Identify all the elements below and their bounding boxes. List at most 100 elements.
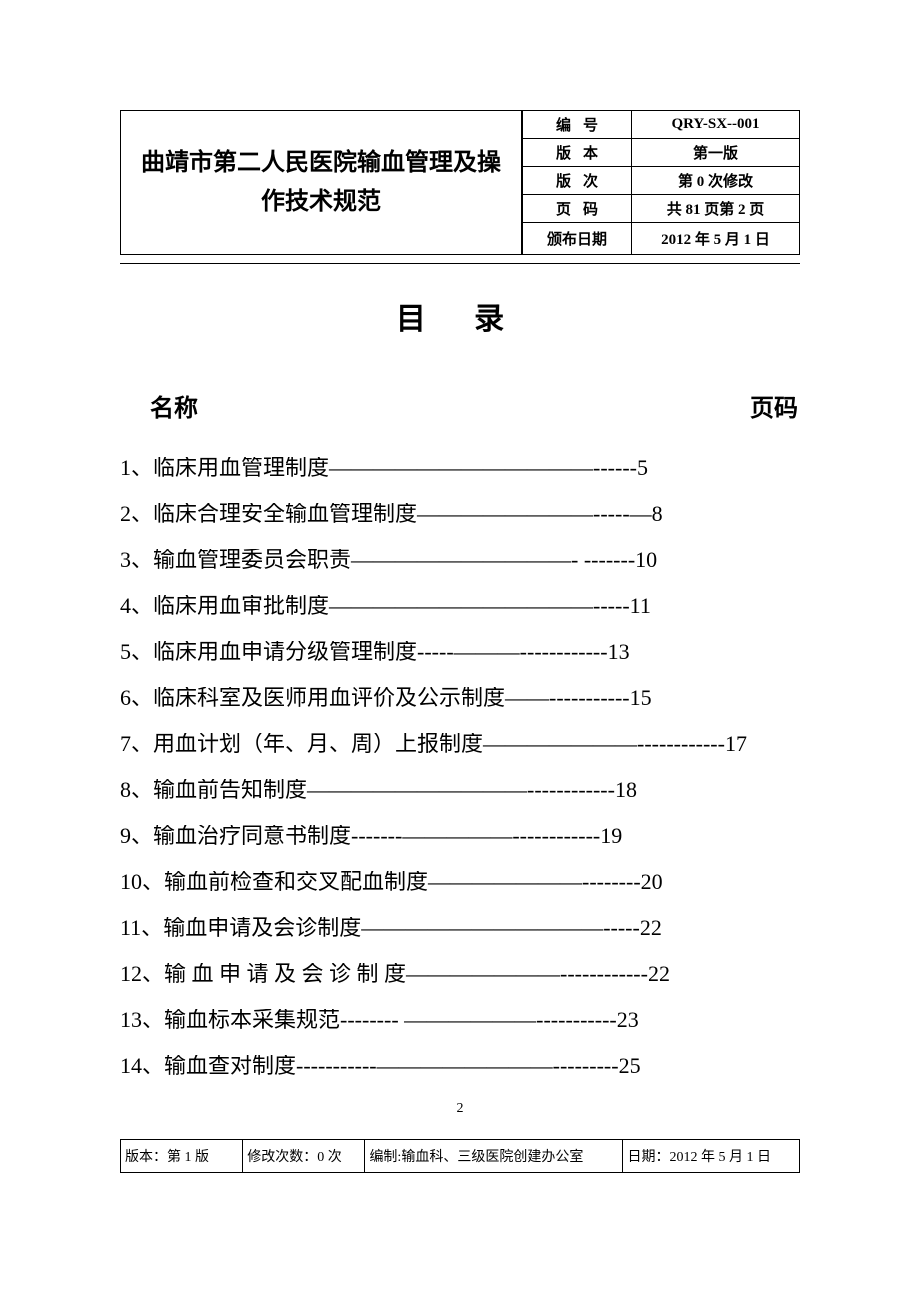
toc-item-number: 3、 bbox=[120, 549, 153, 571]
toc-item-title: 输 血 申 请 及 会 诊 制 度 bbox=[164, 963, 406, 985]
toc-item-title: 输血治疗同意书制度 bbox=[153, 825, 351, 847]
toc-row: 2、临床合理安全输血管理制度————————-----—8 bbox=[120, 503, 800, 525]
toc-item-leader: -----------————————--------- bbox=[296, 1055, 619, 1077]
toc-item-number: 6、 bbox=[120, 687, 153, 709]
toc-item-leader: -------- ——————----------- bbox=[340, 1009, 617, 1031]
toc-item-leader: ———————------------ bbox=[483, 733, 725, 755]
toc-row: 11、输血申请及会诊制度———————————-----22 bbox=[120, 917, 800, 939]
header-title-cell: 曲靖市第二人民医院输血管理及操作技术规范 bbox=[120, 110, 522, 255]
toc-item-page: 18 bbox=[615, 779, 637, 801]
toc-item-page: 10 bbox=[635, 549, 657, 571]
toc-item-leader: ———————-------- bbox=[428, 871, 641, 893]
header-meta-table: 编号 QRY-SX--001 版本 第一版 版次 第 0 次修改 页码 共 81… bbox=[522, 110, 800, 255]
footer-cell-date: 日期：2012 年 5 月 1 日 bbox=[623, 1140, 800, 1173]
toc-row: 14、输血查对制度-----------————————---------25 bbox=[120, 1055, 800, 1077]
toc-item-leader: ——----------- bbox=[505, 687, 630, 709]
toc-item-page: 13 bbox=[608, 641, 630, 663]
toc-row: 4、临床用血审批制度————————————-----11 bbox=[120, 595, 800, 617]
meta-label: 版次 bbox=[523, 167, 632, 195]
toc-row: 7、用血计划（年、月、周）上报制度———————------------17 bbox=[120, 733, 800, 755]
meta-label: 版本 bbox=[523, 139, 632, 167]
meta-value: 第 0 次修改 bbox=[632, 167, 800, 195]
toc-item-title: 输血管理委员会职责 bbox=[153, 549, 351, 571]
meta-value: 2012 年 5 月 1 日 bbox=[632, 223, 800, 255]
toc-item-number: 9、 bbox=[120, 825, 153, 847]
toc-row: 1、临床用血管理制度————————————------5 bbox=[120, 457, 800, 479]
meta-label: 页码 bbox=[523, 195, 632, 223]
toc-item-title: 临床科室及医师用血评价及公示制度 bbox=[153, 687, 505, 709]
toc-title: 目 录 bbox=[120, 294, 800, 338]
meta-value: 共 81 页第 2 页 bbox=[632, 195, 800, 223]
toc-item-page: 25 bbox=[619, 1055, 641, 1077]
meta-value: 第一版 bbox=[632, 139, 800, 167]
toc-item-number: 5、 bbox=[120, 641, 153, 663]
toc-item-title: 临床用血申请分级管理制度 bbox=[153, 641, 417, 663]
toc-item-leader: ——————————- ------- bbox=[351, 549, 635, 571]
toc-row: 6、临床科室及医师用血评价及公示制度——-----------15 bbox=[120, 687, 800, 709]
table-row: 页码 共 81 页第 2 页 bbox=[523, 195, 800, 223]
toc-header-row: 名称 页码 bbox=[120, 388, 800, 433]
toc-row: 12、输 血 申 请 及 会 诊 制 度———————------------2… bbox=[120, 963, 800, 985]
toc-item-page: 15 bbox=[630, 687, 652, 709]
toc-item-leader: ———————————----- bbox=[361, 917, 640, 939]
table-row: 编号 QRY-SX--001 bbox=[523, 111, 800, 139]
toc-item-leader: ————————————------ bbox=[329, 457, 637, 479]
meta-label: 编号 bbox=[523, 111, 632, 139]
toc-item-page: 22 bbox=[640, 917, 662, 939]
footer-cell-author: 编制:输血科、三级医院创建办公室 bbox=[365, 1140, 623, 1173]
toc-item-number: 8、 bbox=[120, 779, 153, 801]
toc-item-number: 10、 bbox=[120, 871, 164, 893]
toc-item-leader: ———————------------ bbox=[406, 963, 648, 985]
table-row: 版本 第一版 bbox=[523, 139, 800, 167]
toc-item-number: 14、 bbox=[120, 1055, 164, 1077]
toc-row: 3、输血管理委员会职责——————————- -------10 bbox=[120, 549, 800, 571]
toc-item-page: 22 bbox=[648, 963, 670, 985]
toc-item-title: 用血计划（年、月、周）上报制度 bbox=[153, 733, 483, 755]
toc-row: 10、输血前检查和交叉配血制度———————-------- 20 bbox=[120, 871, 800, 893]
toc-item-page: 20 bbox=[641, 871, 663, 893]
toc-item-leader: -----———------------ bbox=[417, 641, 608, 663]
toc-list: 1、临床用血管理制度————————————------5 2、临床合理安全输血管… bbox=[120, 457, 800, 1077]
toc-item-title: 输血标本采集规范 bbox=[164, 1009, 340, 1031]
header-title: 曲靖市第二人民医院输血管理及操作技术规范 bbox=[141, 144, 501, 221]
toc-item-number: 11、 bbox=[120, 917, 163, 939]
footer-cell-version: 版本：第 1 版 bbox=[121, 1140, 243, 1173]
toc-item-number: 12、 bbox=[120, 963, 164, 985]
toc-item-title: 临床合理安全输血管理制度 bbox=[153, 503, 417, 525]
toc-item-page: 8 bbox=[652, 503, 663, 525]
toc-item-page: 19 bbox=[600, 825, 622, 847]
toc-row: 8、输血前告知制度 ——————————------------18 bbox=[120, 779, 800, 801]
toc-item-leader: -------—————------------ bbox=[351, 825, 600, 847]
toc-row: 5、临床用血申请分级管理制度-----———------------13 bbox=[120, 641, 800, 663]
table-row: 版本：第 1 版 修改次数：0 次 编制:输血科、三级医院创建办公室 日期：20… bbox=[121, 1140, 800, 1173]
toc-row: 13、输血标本采集规范-------- ——————-----------23 bbox=[120, 1009, 800, 1031]
table-row: 颁布日期 2012 年 5 月 1 日 bbox=[523, 223, 800, 255]
toc-item-title: 输血前检查和交叉配血制度 bbox=[164, 871, 428, 893]
toc-item-number: 4、 bbox=[120, 595, 153, 617]
toc-item-title: 输血查对制度 bbox=[164, 1055, 296, 1077]
meta-label: 颁布日期 bbox=[523, 223, 632, 255]
toc-item-page: 11 bbox=[630, 595, 651, 617]
document-header: 曲靖市第二人民医院输血管理及操作技术规范 编号 QRY-SX--001 版本 第… bbox=[120, 110, 800, 264]
table-row: 版次 第 0 次修改 bbox=[523, 167, 800, 195]
toc-item-title: 临床用血审批制度 bbox=[153, 595, 329, 617]
toc-item-page: 17 bbox=[725, 733, 747, 755]
toc-row: 9、输血治疗同意书制度-------—————------------19 bbox=[120, 825, 800, 847]
toc-col-name: 名称 bbox=[150, 388, 198, 423]
footer-table: 版本：第 1 版 修改次数：0 次 编制:输血科、三级医院创建办公室 日期：20… bbox=[120, 1139, 800, 1173]
toc-item-number: 2、 bbox=[120, 503, 153, 525]
toc-item-page: 5 bbox=[637, 457, 648, 479]
toc-item-leader: ————————————----- bbox=[329, 595, 630, 617]
toc-item-number: 13、 bbox=[120, 1009, 164, 1031]
toc-item-number: 1、 bbox=[120, 457, 153, 479]
document-page: 曲靖市第二人民医院输血管理及操作技术规范 编号 QRY-SX--001 版本 第… bbox=[0, 0, 920, 1233]
toc-item-title: 输血前告知制度 bbox=[153, 779, 307, 801]
toc-col-page: 页码 bbox=[750, 388, 798, 423]
toc-item-title: 临床用血管理制度 bbox=[153, 457, 329, 479]
toc-item-page: 23 bbox=[617, 1009, 639, 1031]
toc-item-title: 输血申请及会诊制度 bbox=[163, 917, 361, 939]
toc-item-leader: ————————-----— bbox=[417, 503, 652, 525]
footer-cell-revcount: 修改次数：0 次 bbox=[243, 1140, 365, 1173]
toc-item-number: 7、 bbox=[120, 733, 153, 755]
footer-page-number: 2 bbox=[120, 1101, 800, 1117]
